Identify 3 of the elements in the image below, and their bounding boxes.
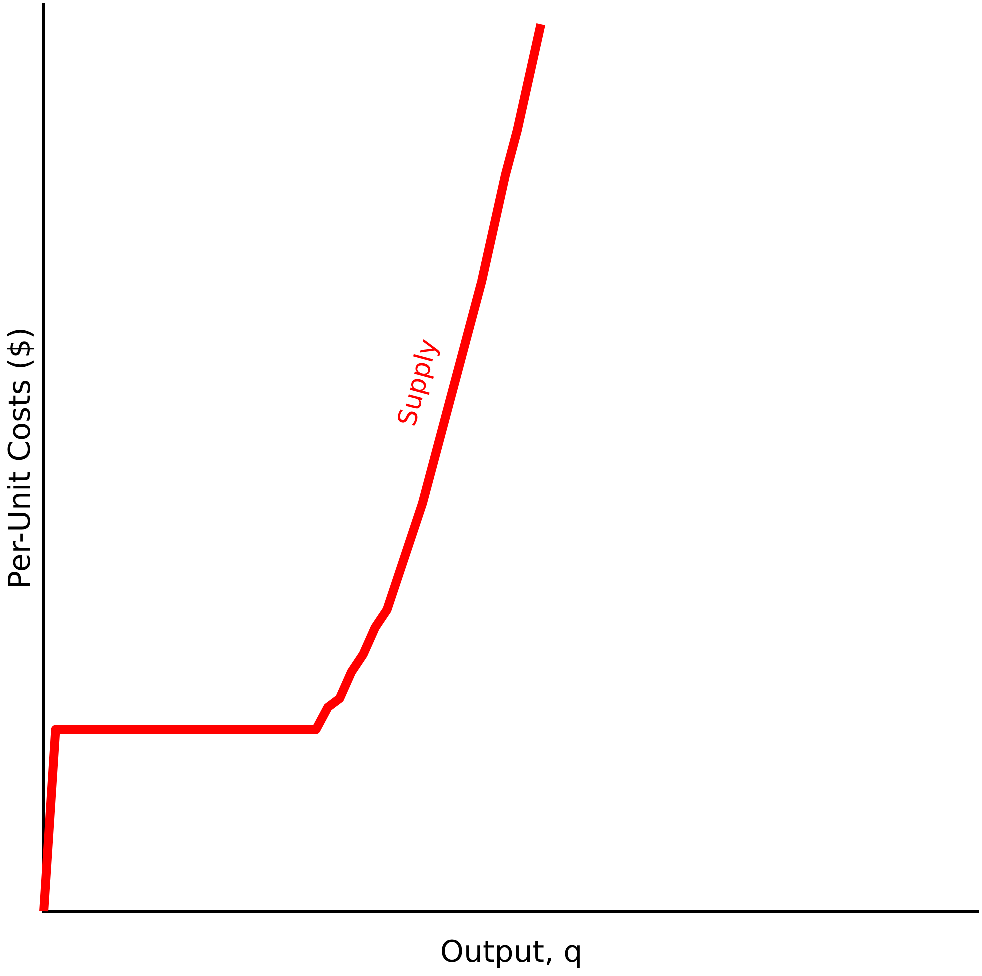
x-axis-title: Output, q [440,934,583,970]
text: Supply [392,336,444,430]
y-axis-title: Per-Unit Costs ($) [2,327,38,590]
